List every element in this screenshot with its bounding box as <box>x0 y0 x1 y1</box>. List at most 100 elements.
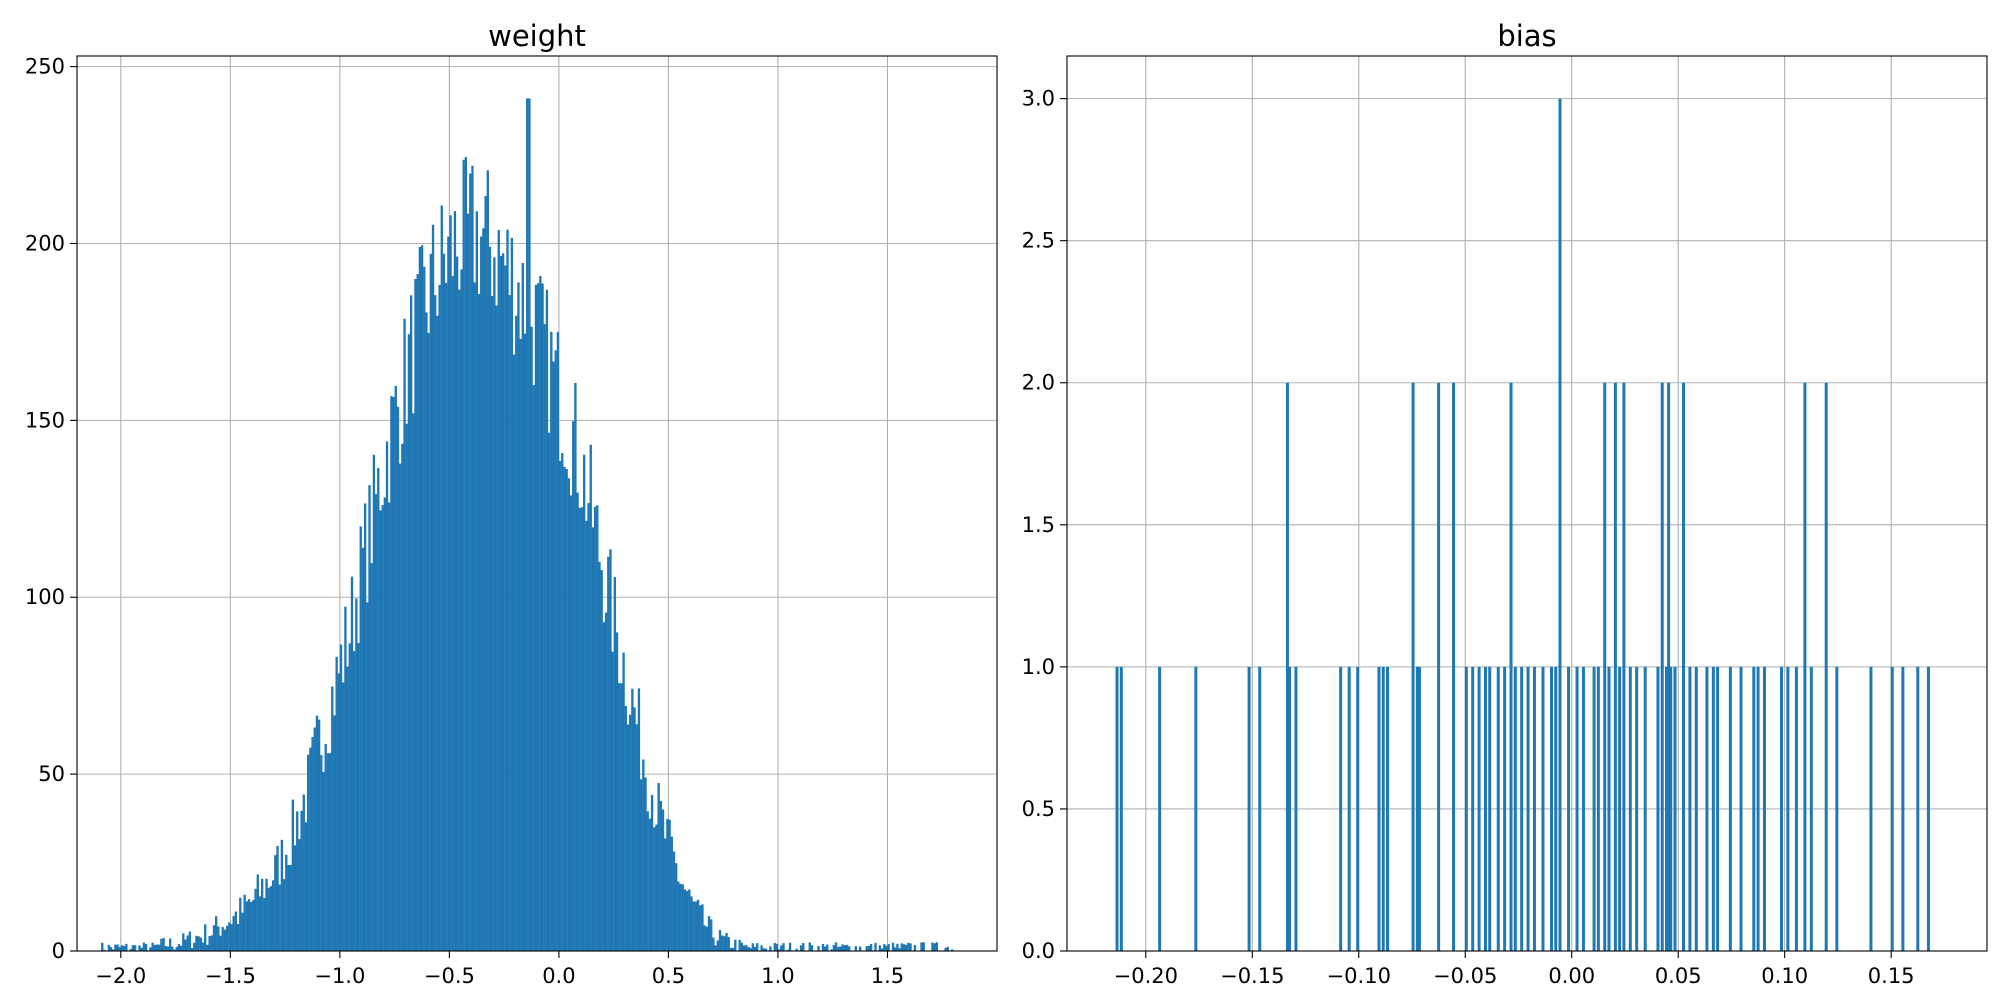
weight-bar <box>407 334 411 951</box>
weight-bar <box>438 284 441 952</box>
weight-bar <box>867 945 871 951</box>
weight-bar <box>466 213 470 952</box>
weight-bar <box>274 855 277 951</box>
weight-bar <box>337 673 341 951</box>
weight-bar <box>716 940 719 951</box>
bias-bar <box>1622 382 1626 951</box>
weight-bar <box>675 863 678 951</box>
weight-bar <box>471 165 474 951</box>
weight-bar <box>705 926 709 951</box>
weight-bar <box>714 945 717 951</box>
weight-bar <box>267 887 270 951</box>
weight-bar <box>361 547 365 951</box>
weight-bar <box>837 946 840 951</box>
weight-bar <box>377 467 380 951</box>
weight-bar <box>528 98 531 952</box>
bias-ytick-label: 2.0 <box>1022 371 1055 395</box>
weight-bar <box>688 889 691 951</box>
weight-xtick-label: −1.5 <box>205 964 256 988</box>
weight-bar <box>431 224 435 951</box>
bias-bar <box>1869 666 1873 951</box>
weight-xtick-label: −2.0 <box>95 964 146 988</box>
weight-bar <box>144 943 148 951</box>
weight-bar <box>436 315 439 951</box>
weight-bar <box>865 946 868 951</box>
bias-bar <box>1194 666 1198 951</box>
weight-bar <box>109 947 113 951</box>
bias-bar <box>1607 666 1611 951</box>
weight-bar <box>225 925 229 951</box>
weight-bar <box>423 266 426 951</box>
weight-bar <box>440 205 443 951</box>
weight-bar <box>521 262 525 951</box>
weight-ytick-label: 100 <box>25 585 65 609</box>
weight-bar <box>217 926 220 951</box>
weight-bar <box>462 159 465 951</box>
weight-bar <box>933 943 936 951</box>
weight-bar <box>672 851 676 951</box>
weight-bar <box>740 942 744 951</box>
weight-bar <box>131 945 135 951</box>
weight-histogram-panel: weight −2.0 −1.5 −1.0 −0.5 0.0 0.5 1.0 1.5 0 50 10… <box>25 19 998 988</box>
weight-bar <box>212 925 216 951</box>
bias-bar <box>1347 666 1351 951</box>
bias-bar <box>1596 666 1600 951</box>
weight-bar <box>322 772 325 951</box>
weight-bar <box>734 939 737 951</box>
bias-bar <box>1613 382 1617 951</box>
weight-bar <box>944 947 947 951</box>
bias-bar <box>1618 666 1622 951</box>
weight-bar <box>880 948 884 951</box>
weight-bar <box>101 942 104 951</box>
weight-bar <box>372 454 376 951</box>
weight-bar <box>567 478 571 951</box>
weight-bar <box>931 942 934 951</box>
bias-bar <box>1377 666 1381 951</box>
weight-bar <box>464 156 468 951</box>
weight-bar <box>342 682 345 951</box>
weight-bar <box>495 305 498 951</box>
weight-bar <box>878 945 882 951</box>
weight-bar <box>482 228 485 951</box>
weight-bar <box>611 651 614 951</box>
weight-bar <box>324 744 327 951</box>
weight-bar <box>644 777 647 951</box>
bias-bar <box>1669 666 1673 951</box>
bias-xtick-label: 0.15 <box>1868 964 1915 988</box>
weight-bar <box>775 943 779 951</box>
weight-bar <box>550 331 553 951</box>
weight-bar <box>668 819 671 951</box>
weight-bar <box>843 945 847 951</box>
weight-bar <box>114 944 117 951</box>
weight-bar <box>278 884 281 951</box>
bias-bars <box>1115 98 1930 952</box>
bias-bar <box>1541 666 1545 951</box>
weight-bar <box>366 602 369 951</box>
weight-bar <box>291 799 295 951</box>
weight-bar <box>449 215 452 951</box>
weight-bar <box>951 949 954 951</box>
weight-bar <box>107 944 111 951</box>
weight-bar <box>703 925 706 951</box>
weight-bar <box>780 945 783 951</box>
bias-bar <box>1496 666 1500 951</box>
weight-bar <box>453 211 457 952</box>
weight-bar <box>293 845 297 951</box>
bias-bar <box>1824 382 1828 951</box>
weight-bar <box>802 942 805 951</box>
weight-bar <box>561 452 564 951</box>
weight-bar <box>655 824 658 951</box>
weight-bar <box>830 949 833 951</box>
weight-bar <box>455 256 459 951</box>
weight-bar <box>574 382 577 951</box>
bias-bar <box>1437 382 1441 951</box>
bias-bar <box>1513 666 1517 951</box>
weight-bar <box>142 942 146 951</box>
weight-bar <box>223 929 227 951</box>
weight-bar <box>169 938 172 951</box>
weight-bar <box>285 854 288 951</box>
bias-bar <box>1728 666 1732 951</box>
weight-bar <box>484 196 487 951</box>
bias-ytick-label: 0.0 <box>1022 939 1055 963</box>
weight-bar <box>633 707 636 951</box>
